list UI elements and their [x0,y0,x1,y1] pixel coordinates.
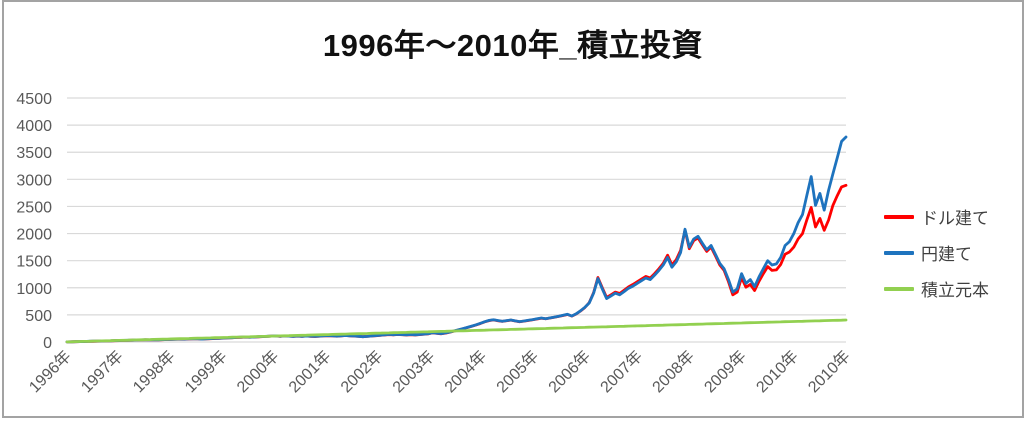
x-axis-label: 2007年 [597,347,646,396]
series-line-積立元本 [65,318,848,344]
x-axis-label: 2010年 [753,347,802,396]
green-line-swatch-icon [884,286,914,291]
y-axis-label: 2000 [16,227,52,244]
x-axis-label: 2009年 [701,347,750,396]
legend-item-yen: 円建て [884,242,989,264]
x-axis-label: 2001年 [285,347,334,396]
x-axis-label: 1997年 [78,347,127,396]
x-axis-label: 2000年 [233,347,282,396]
series-line-円建て [65,135,848,344]
legend-item-principal: 積立元本 [884,278,989,300]
legend-label: 積立元本 [921,281,989,300]
series-line-ドル建て [65,183,848,344]
x-axis-label: 2005年 [493,347,542,396]
blue-line-swatch-icon [884,250,914,255]
y-axis-label: 3500 [16,145,52,162]
x-axis-label: 2010年 [805,347,854,396]
y-axis-label: 1500 [16,254,52,271]
y-axis-label: 4500 [16,91,52,108]
legend-label: ドル建て [921,209,989,228]
x-axis-label: 2003年 [389,347,438,396]
y-axis-label: 500 [25,308,52,325]
y-axis-label: 2500 [16,199,52,216]
legend-label: 円建て [921,245,972,264]
x-axis-label: 1998年 [129,347,178,396]
chart-title: 1996年〜2010年_積立投資 [322,28,704,63]
x-axis-label: 2002年 [337,347,386,396]
x-axis-label: 1996年 [26,347,75,396]
x-axis-label: 2008年 [649,347,698,396]
y-axis-label: 3000 [16,172,52,189]
plot-area: 0 500 1000 1500 2000 2500 3000 3500 4000 4500 1996… [16,91,854,396]
legend-item-dollar: ドル建て [884,206,989,228]
red-line-swatch-icon [884,214,914,219]
x-axis-label: 1999年 [181,347,230,396]
legend: ドル建て 円建て 積立元本 [884,206,989,300]
y-axis-label: 1000 [16,281,52,298]
y-axis-label: 0 [43,335,52,352]
x-axis-label: 2004年 [441,347,490,396]
y-axis-label: 4000 [16,118,52,135]
chart-frame: 0 500 1000 1500 2000 2500 3000 3500 4000 4500 1996… [2,0,1024,418]
x-axis-label: 2006年 [545,347,594,396]
